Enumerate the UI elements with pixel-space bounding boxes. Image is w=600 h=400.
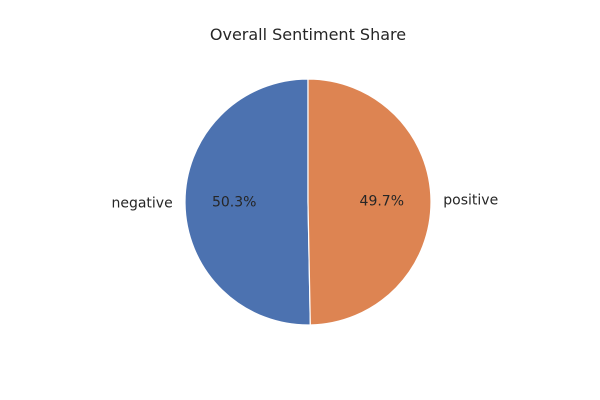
pie-labels: 50.3% negative 49.7% positive [111,193,498,212]
pie-category-label-positive: positive [443,193,498,209]
pie-category-label-negative: negative [111,195,172,211]
chart-title: Overall Sentiment Share [210,25,406,44]
pie-slices [184,78,432,326]
pie-percent-label-positive: 49.7% [360,193,404,209]
pie-slice-negative [184,78,311,326]
pie-percent-label-negative: 50.3% [212,195,256,211]
pie-slice-positive [307,78,432,326]
